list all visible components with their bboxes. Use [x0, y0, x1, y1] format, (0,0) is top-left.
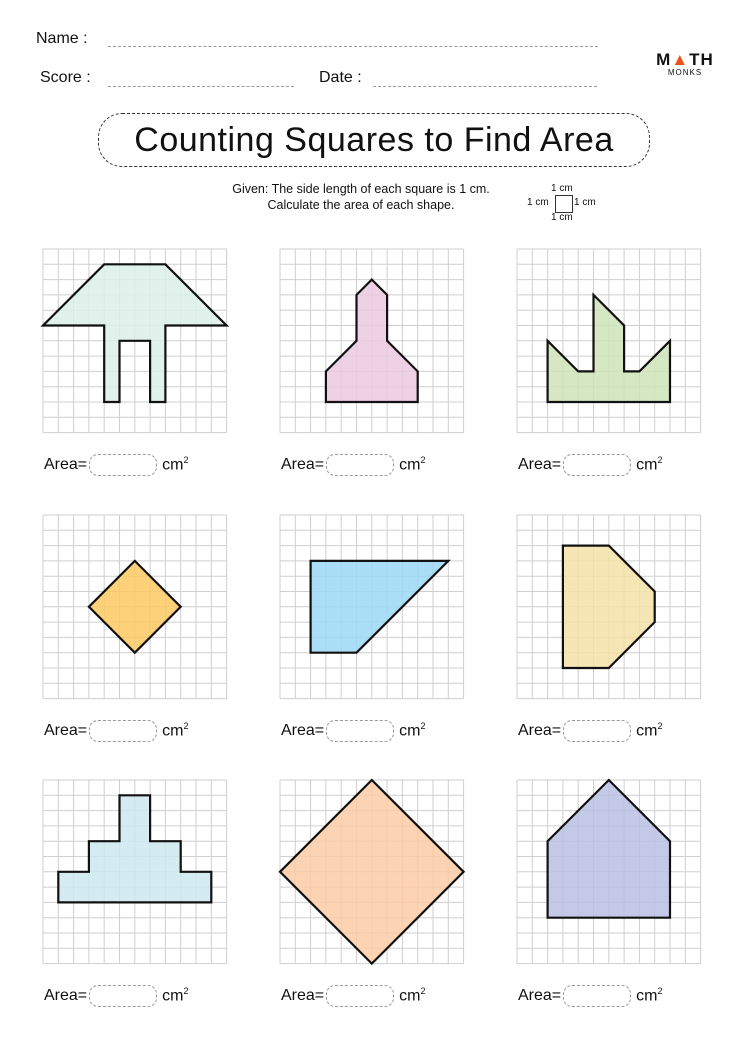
area-label: Area	[281, 722, 315, 739]
area-answer-4: Area = cm2	[44, 720, 188, 742]
area-answer-box[interactable]	[326, 985, 395, 1007]
area-answer-3: Area = cm2	[518, 454, 662, 476]
unit-exponent: 2	[420, 986, 426, 997]
area-answer-box[interactable]	[89, 720, 158, 742]
unit-text: cm	[636, 456, 658, 474]
unit-text: cm	[162, 722, 184, 740]
name-label: Name :	[36, 30, 88, 47]
unit-right-label: 1 cm	[574, 197, 596, 208]
instructions: Given: The side length of each square is…	[196, 181, 526, 213]
equals-sign: =	[314, 456, 325, 473]
area-label: Area	[281, 987, 315, 1004]
shape-8	[278, 778, 466, 966]
unit-text: cm	[636, 722, 658, 740]
grid-5	[279, 514, 465, 700]
equals-sign: =	[77, 456, 88, 473]
area-answer-box[interactable]	[563, 985, 632, 1007]
equals-sign: =	[551, 722, 562, 739]
grid-4	[42, 514, 228, 700]
area-answer-box[interactable]	[89, 985, 158, 1007]
grid-2	[279, 248, 465, 434]
unit-text: cm	[399, 987, 421, 1005]
area-answer-6: Area = cm2	[518, 720, 662, 742]
equals-sign: =	[551, 987, 562, 1004]
area-label: Area	[44, 456, 78, 473]
unit-bottom-label: 1 cm	[551, 212, 573, 223]
shape-1	[40, 263, 230, 404]
unit-exponent: 2	[657, 455, 663, 466]
area-answer-9: Area = cm2	[518, 985, 662, 1007]
name-field[interactable]	[108, 46, 598, 47]
area-label: Area	[281, 456, 315, 473]
area-answer-8: Area = cm2	[281, 985, 425, 1007]
area-answer-1: Area = cm2	[44, 454, 188, 476]
grid-9	[516, 778, 702, 965]
unit-label: cm2	[399, 455, 425, 474]
unit-label: cm2	[162, 721, 188, 740]
equals-sign: =	[77, 722, 88, 739]
unit-exponent: 2	[420, 455, 426, 466]
score-field[interactable]	[108, 86, 294, 87]
equals-sign: =	[77, 987, 88, 1004]
unit-text: cm	[636, 987, 658, 1005]
shape-5	[309, 559, 451, 654]
area-answer-box[interactable]	[326, 720, 395, 742]
area-answer-box[interactable]	[563, 720, 632, 742]
unit-square-diagram: 1 cm 1 cm 1 cm 1 cm	[525, 183, 605, 225]
grid-7	[42, 779, 228, 965]
unit-label: cm2	[162, 986, 188, 1005]
area-answer-7: Area = cm2	[44, 985, 188, 1007]
grid-3	[516, 248, 702, 434]
date-field[interactable]	[373, 86, 597, 87]
unit-text: cm	[162, 987, 184, 1005]
score-label: Score :	[40, 69, 91, 86]
page-title: Counting Squares to Find Area	[98, 113, 650, 167]
unit-label: cm2	[636, 455, 662, 474]
unit-exponent: 2	[657, 986, 663, 997]
unit-left-label: 1 cm	[527, 197, 549, 208]
unit-label: cm2	[399, 986, 425, 1005]
equals-sign: =	[551, 456, 562, 473]
area-label: Area	[518, 722, 552, 739]
shape-6	[561, 544, 656, 670]
shape-9	[546, 778, 672, 919]
unit-top-label: 1 cm	[551, 183, 573, 194]
unit-label: cm2	[162, 455, 188, 474]
unit-exponent: 2	[657, 721, 663, 732]
equals-sign: =	[314, 722, 325, 739]
area-answer-box[interactable]	[89, 454, 158, 476]
unit-text: cm	[399, 722, 421, 740]
unit-exponent: 2	[420, 721, 426, 732]
unit-exponent: 2	[183, 455, 189, 466]
area-answer-box[interactable]	[326, 454, 395, 476]
instruction-line-1: Given: The side length of each square is…	[232, 182, 490, 196]
area-label: Area	[44, 722, 78, 739]
unit-exponent: 2	[183, 721, 189, 732]
unit-square	[555, 195, 573, 213]
unit-label: cm2	[399, 721, 425, 740]
shape-4	[87, 559, 183, 655]
unit-exponent: 2	[183, 986, 189, 997]
area-label: Area	[518, 987, 552, 1004]
grid-8	[278, 778, 466, 966]
area-answer-5: Area = cm2	[281, 720, 425, 742]
shape-2	[324, 278, 419, 404]
date-label: Date :	[319, 69, 362, 86]
instruction-line-2: Calculate the area of each shape.	[267, 198, 455, 212]
shape-7	[57, 794, 213, 904]
unit-text: cm	[162, 456, 184, 474]
grid-1	[40, 248, 230, 434]
math-monks-logo: M▲TH MONKS	[656, 50, 714, 77]
shape-3	[546, 292, 672, 404]
unit-label: cm2	[636, 721, 662, 740]
equals-sign: =	[314, 987, 325, 1004]
grid-6	[516, 514, 702, 700]
area-answer-2: Area = cm2	[281, 454, 425, 476]
unit-text: cm	[399, 456, 421, 474]
area-label: Area	[44, 987, 78, 1004]
unit-label: cm2	[636, 986, 662, 1005]
area-label: Area	[518, 456, 552, 473]
area-answer-box[interactable]	[563, 454, 632, 476]
